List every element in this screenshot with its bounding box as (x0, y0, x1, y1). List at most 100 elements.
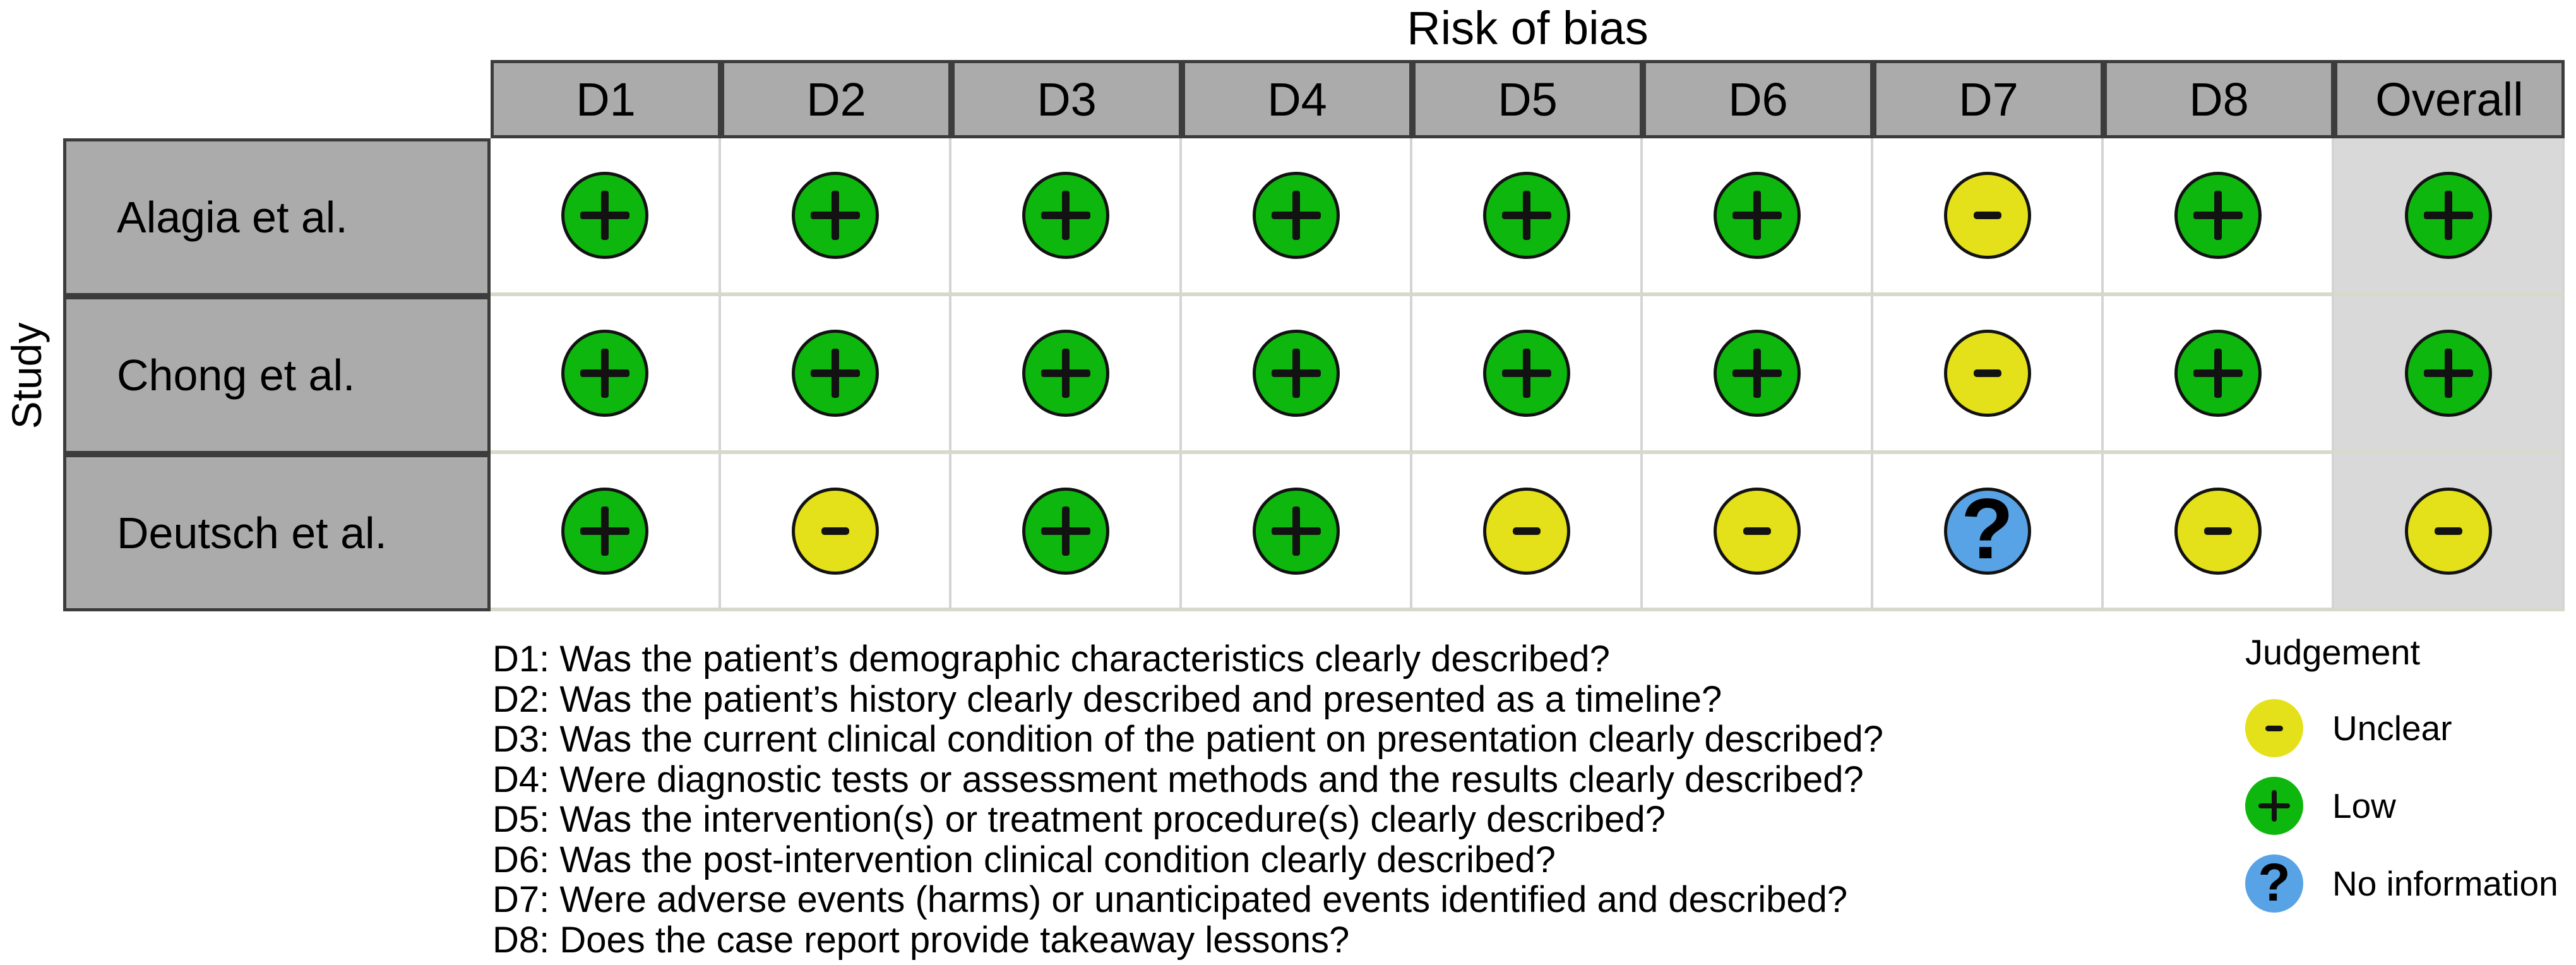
traffic-light-unclear (2404, 487, 2492, 575)
plus-icon (2423, 191, 2473, 240)
study-axis-label: Study (3, 322, 50, 429)
plus-icon (2193, 191, 2243, 240)
judgement-cell (1412, 138, 1643, 296)
plus-icon (1041, 349, 1090, 398)
traffic-light-low (1022, 330, 1109, 417)
plus-icon (1732, 191, 1782, 240)
footnote-line: D3: Was the current clinical condition o… (492, 719, 1884, 760)
legend-item-label: No information (2332, 864, 2558, 903)
plus-icon (2258, 790, 2290, 822)
legend-item: Low (2245, 777, 2558, 835)
plus-icon (1732, 349, 1782, 398)
traffic-light-low (2174, 330, 2262, 417)
figure-title: Risk of bias (1407, 2, 1649, 54)
judgement-cell (721, 454, 951, 611)
column-header-d4: D4 (1182, 60, 1412, 138)
traffic-light-low (561, 487, 648, 575)
judgement-cell (1873, 296, 2104, 454)
judgement-cell (951, 296, 1182, 454)
traffic-light-unclear (2245, 699, 2303, 757)
traffic-light-low (2245, 777, 2303, 835)
judgement-cell (2104, 454, 2334, 611)
judgement-cell (1412, 296, 1643, 454)
footnote-line: D4: Were diagnostic tests or assessment … (492, 758, 1864, 800)
traffic-light-no-information: ? (1943, 480, 2031, 577)
footnote-line: D2: Was the patient’s history clearly de… (492, 678, 1722, 720)
corner-spacer (63, 60, 491, 138)
plus-icon (580, 506, 629, 556)
judgement-cell (1643, 138, 1873, 296)
column-header-d6: D6 (1643, 60, 1873, 138)
judgement-cell (491, 296, 721, 454)
minus-icon (821, 527, 849, 535)
judgement-cell (2334, 454, 2565, 611)
traffic-light-low (2404, 330, 2492, 417)
traffic-light-unclear (1713, 487, 1801, 575)
plus-icon (1501, 191, 1551, 240)
judgement-cell (2334, 138, 2565, 296)
study-label: Chong et al. (63, 296, 491, 454)
column-header-d7: D7 (1873, 60, 2104, 138)
traffic-light-low (1713, 172, 1801, 259)
judgement-cell (951, 454, 1182, 611)
traffic-light-low (1022, 172, 1109, 259)
traffic-light-no-information: ? (2245, 854, 2303, 913)
judgement-cell (1182, 138, 1412, 296)
footnote-line: D8: Does the case report provide takeawa… (492, 919, 1350, 961)
minus-icon (2203, 527, 2232, 535)
footnote-line: D5: Was the intervention(s) or treatment… (492, 799, 1666, 840)
traffic-light-unclear (1943, 172, 2031, 259)
judgement-cell (491, 454, 721, 611)
judgement-cell (491, 138, 721, 296)
column-header-d2: D2 (721, 60, 951, 138)
domain-footnotes: D1: Was the patient’s demographic charac… (492, 639, 1883, 960)
judgement-cell (2104, 296, 2334, 454)
minus-icon (1973, 212, 2001, 219)
column-header-overall: Overall (2334, 60, 2565, 138)
judgement-cell (721, 138, 951, 296)
plus-icon (580, 191, 629, 240)
plus-icon (1271, 349, 1321, 398)
traffic-light-low (1252, 487, 1340, 575)
footnote-line: D1: Was the patient’s demographic charac… (492, 638, 1610, 680)
minus-icon (2434, 527, 2462, 535)
plus-icon (1271, 191, 1321, 240)
judgement-cell: ? (1873, 454, 2104, 611)
column-header-d1: D1 (491, 60, 721, 138)
traffic-light-low (1482, 172, 1570, 259)
judgement-cell (1873, 138, 2104, 296)
traffic-light-unclear (1943, 330, 2031, 417)
column-header-d3: D3 (951, 60, 1182, 138)
question-icon: ? (1960, 480, 2014, 577)
minus-icon (1743, 527, 1771, 535)
footnote-line: D6: Was the post-intervention clinical c… (492, 839, 1556, 880)
traffic-light-low (561, 330, 648, 417)
legend-item: Unclear (2245, 699, 2558, 757)
plus-icon (1041, 191, 1090, 240)
judgement-cell (2334, 296, 2565, 454)
traffic-light-low (1252, 330, 1340, 417)
traffic-light-low (561, 172, 648, 259)
question-icon: ? (2258, 853, 2291, 912)
traffic-light-low (791, 172, 879, 259)
traffic-light-table: D1 D2 D3 D4 D5 D6 D7 D8 Overall Alagia et al. (63, 60, 2565, 611)
legend-item: ? No information (2245, 854, 2558, 913)
legend-item-label: Low (2332, 786, 2396, 825)
plus-icon (1041, 506, 1090, 556)
legend-title: Judgement (2245, 632, 2421, 672)
traffic-light-low (1252, 172, 1340, 259)
traffic-light-low (2404, 172, 2492, 259)
traffic-light-low (2174, 172, 2262, 259)
traffic-light-low (1713, 330, 1801, 417)
judgement-cell (1643, 454, 1873, 611)
plus-icon (2193, 349, 2243, 398)
judgement-cell (1412, 454, 1643, 611)
minus-icon (2265, 725, 2283, 731)
traffic-light-unclear (1482, 487, 1570, 575)
judgement-cell (1182, 296, 1412, 454)
study-label: Alagia et al. (63, 138, 491, 296)
judgement-cell (951, 138, 1182, 296)
traffic-light-unclear (2174, 487, 2262, 575)
traffic-light-unclear (791, 487, 879, 575)
